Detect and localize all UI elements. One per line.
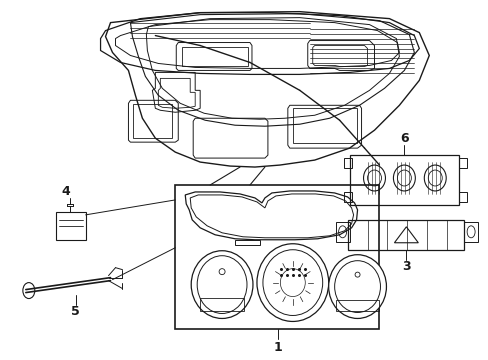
- Bar: [458, 192, 466, 202]
- Text: 1: 1: [273, 341, 282, 354]
- Bar: [343, 158, 351, 168]
- Bar: [335, 222, 349, 242]
- Text: 3: 3: [401, 260, 410, 273]
- Bar: [347, 220, 463, 250]
- Bar: [335, 300, 379, 311]
- Bar: [56, 212, 85, 240]
- Ellipse shape: [256, 244, 328, 321]
- Bar: [463, 222, 477, 242]
- Ellipse shape: [191, 251, 252, 319]
- Bar: [349, 155, 458, 205]
- Text: 6: 6: [399, 132, 408, 145]
- Bar: [200, 298, 244, 311]
- Bar: [458, 158, 466, 168]
- Text: 4: 4: [61, 185, 70, 198]
- Text: 5: 5: [71, 305, 80, 318]
- Bar: [175, 185, 379, 329]
- Ellipse shape: [328, 255, 386, 319]
- Bar: [343, 192, 351, 202]
